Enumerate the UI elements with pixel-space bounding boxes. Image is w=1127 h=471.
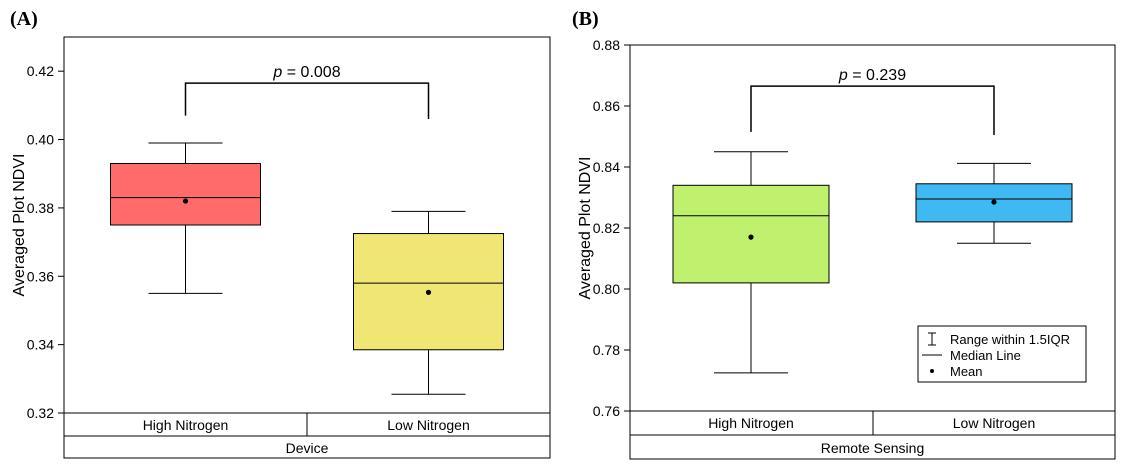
y-tick-label: 0.86 [593, 98, 620, 114]
category-table-a: High Nitrogen Low Nitrogen Device [63, 412, 551, 459]
p-value-label: p = 0.239 [838, 67, 906, 84]
panel-label-a: (A) [10, 8, 38, 30]
legend-label-range: Range within 1.5IQR [950, 332, 1070, 347]
y-tick-label: 0.88 [593, 37, 620, 53]
bracket-line [184, 82, 430, 120]
category-label-low-nitrogen-b: Low Nitrogen [953, 415, 1036, 431]
box-low-nitrogen-b [915, 162, 1073, 244]
y-axis-b: 0.76 0.78 0.80 0.82 0.84 0.86 0.88 [593, 37, 630, 419]
legend-whisker-icon [928, 332, 936, 346]
mean-dot [182, 198, 189, 204]
box-series-a [110, 142, 504, 395]
y-tick-label: 0.42 [27, 63, 54, 79]
bracket-line [750, 85, 995, 135]
panel-label-b: (B) [572, 8, 599, 30]
y-axis-label-b: Averaged Plot NDVI [577, 157, 594, 300]
mean-dot [991, 199, 997, 205]
y-tick-label: 0.32 [27, 405, 54, 421]
legend-label-mean: Mean [950, 364, 983, 379]
p-value-label: p = 0.008 [272, 64, 340, 81]
category-label-high-nitrogen-b: High Nitrogen [708, 415, 794, 431]
legend-frame [917, 325, 1087, 383]
significance-bracket-a: p = 0.008 [184, 64, 430, 120]
y-tick-label: 0.40 [27, 132, 54, 148]
y-axis-a: 0.32 0.34 0.36 0.38 0.40 0.42 [27, 63, 64, 421]
significance-bracket-b: p = 0.239 [750, 67, 995, 135]
box-high-nitrogen-a [110, 142, 261, 294]
category-table-b: High Nitrogen Low Nitrogen Remote Sensin… [629, 410, 1116, 460]
panel-b: (B) 0.76 0.78 0.80 0.82 0.84 0.86 0.88 Average… [572, 8, 1116, 460]
mean-dot [748, 234, 754, 240]
category-label-high-nitrogen-a: High Nitrogen [143, 417, 229, 433]
legend-label-median: Median Line [950, 348, 1021, 363]
y-tick-label: 0.84 [593, 159, 620, 175]
panel-a: (A) 0.32 0.34 0.36 0.38 0.40 0.42 Averaged Pl… [10, 8, 551, 459]
y-tick-label: 0.38 [27, 200, 54, 216]
group-label-b: Remote Sensing [821, 440, 925, 456]
legend-b: Range within 1.5IQR Median Line Mean [917, 325, 1087, 383]
box-series-b [672, 151, 1073, 374]
y-tick-label: 0.34 [27, 337, 54, 353]
box-low-nitrogen-a [353, 210, 504, 395]
y-tick-label: 0.80 [593, 281, 620, 297]
y-tick-label: 0.78 [593, 342, 620, 358]
iqr-box [672, 184, 830, 284]
y-tick-label: 0.82 [593, 220, 620, 236]
mean-dot [425, 289, 432, 295]
group-label-a: Device [286, 440, 329, 456]
box-high-nitrogen-b [672, 151, 830, 374]
iqr-box [110, 162, 261, 226]
legend-mean-dot-icon [930, 369, 934, 373]
y-tick-label: 0.76 [593, 403, 620, 419]
y-axis-label-a: Averaged Plot NDVI [11, 154, 28, 297]
y-tick-label: 0.36 [27, 268, 54, 284]
category-label-low-nitrogen-a: Low Nitrogen [387, 417, 470, 433]
